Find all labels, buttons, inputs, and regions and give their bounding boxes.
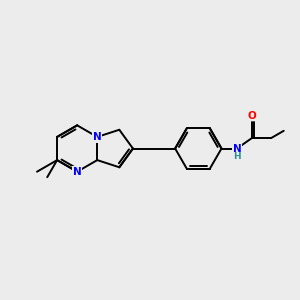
Text: H: H <box>233 152 241 161</box>
Text: N: N <box>93 132 102 142</box>
Text: N: N <box>232 143 241 154</box>
Text: N: N <box>73 167 82 177</box>
Text: O: O <box>248 111 256 121</box>
